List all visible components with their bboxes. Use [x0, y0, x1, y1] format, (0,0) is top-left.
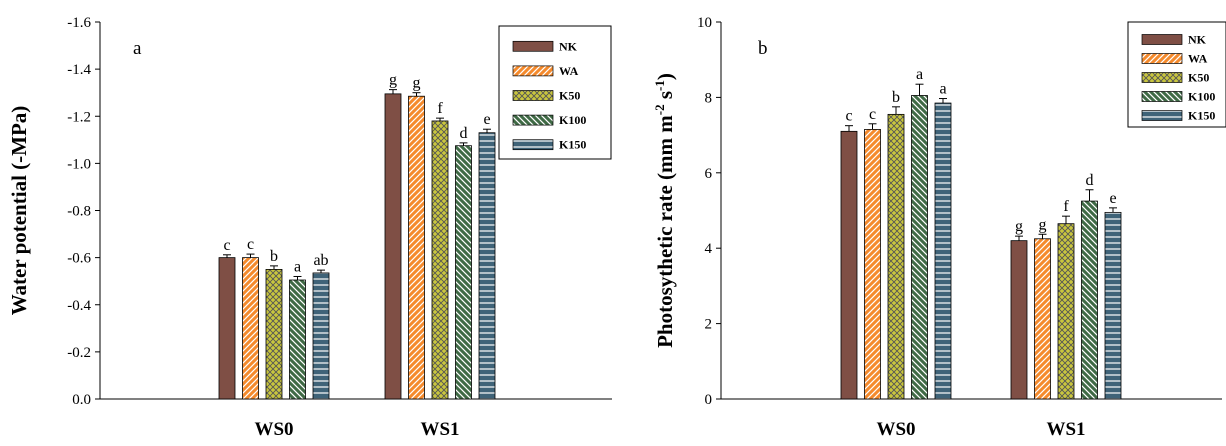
legend-swatch-K150 — [512, 139, 554, 151]
legend-swatch-NK — [1141, 34, 1183, 45]
significance-letter: b — [270, 248, 278, 265]
bar-NK-WS0 — [840, 130, 858, 400]
y-axis-label: Water potential (-MPa) — [7, 106, 31, 316]
panel-a: 0.0 -0.2 -0.4 -0.6 -0.8 -1.0 -1.2 -1.4 -1.6 Water… — [7, 15, 612, 440]
bar-WA-WS0 — [242, 257, 259, 400]
x-tick-label: WS1 — [420, 419, 459, 440]
bar-WA-WS0 — [864, 129, 881, 400]
significance-letter: e — [1109, 190, 1116, 207]
significance-letter: a — [294, 258, 301, 275]
legend: NK WA K50 K100 K150 — [498, 25, 612, 160]
legend: NK WA K50 K100 K150 — [1127, 21, 1226, 128]
significance-letter: c — [247, 236, 254, 253]
significance-letter: g — [413, 75, 421, 92]
bar-NK-WS0 — [218, 257, 236, 400]
significance-letter: g — [389, 72, 397, 89]
legend-label-WA: WA — [559, 64, 579, 78]
significance-letter: ab — [313, 252, 328, 269]
x-tick-label: WS0 — [876, 419, 915, 440]
legend-swatch-K150 — [1141, 110, 1183, 121]
legend-swatch-K50 — [1141, 72, 1183, 83]
significance-letter: g — [1039, 216, 1047, 233]
legend-label-K50: K50 — [1188, 71, 1209, 85]
legend-swatch-WA — [1141, 53, 1183, 64]
legend-swatch-WA — [512, 65, 554, 77]
legend-swatch-K50 — [512, 90, 554, 101]
legend-label-K50: K50 — [559, 89, 580, 103]
y-tick-label: -0.4 — [67, 298, 91, 314]
y-tick-label: 10 — [697, 15, 712, 31]
significance-letter: f — [1063, 198, 1069, 215]
y-tick-label: -1.0 — [67, 156, 91, 172]
bar-K50-WS0 — [887, 113, 905, 400]
y-tick-label: 0 — [705, 392, 713, 408]
y-axis-label: Photosythetic rate (mm m-2 s-1) — [652, 73, 677, 348]
y-tick-label: -1.4 — [67, 62, 91, 78]
significance-letter: e — [483, 111, 490, 128]
y-tick-label: -1.6 — [67, 15, 91, 31]
panel-label: b — [758, 38, 768, 59]
panel-label: a — [133, 38, 142, 59]
y-tick-label: 0.0 — [72, 392, 91, 408]
y-tick-label: -0.6 — [67, 251, 91, 267]
significance-letter: b — [892, 89, 900, 106]
legend-label-WA: WA — [1188, 52, 1208, 66]
y-tick-label: -0.8 — [67, 204, 91, 220]
bar-NK-WS1 — [1010, 240, 1028, 400]
bar-WA-WS1 — [1034, 238, 1051, 400]
significance-letter: a — [939, 81, 946, 98]
bar-K150-WS1 — [1104, 211, 1122, 400]
bar-NK-WS1 — [384, 93, 402, 400]
y-tick-label: -1.2 — [67, 109, 91, 125]
legend-label-K100: K100 — [1188, 90, 1215, 104]
legend-label-K150: K150 — [1188, 109, 1215, 123]
x-tick-label: WS1 — [1046, 419, 1085, 440]
bar-K100-WS0 — [289, 279, 306, 400]
legend-swatch-NK — [512, 40, 554, 52]
significance-letter: c — [223, 237, 230, 254]
bar-K100-WS1 — [1081, 200, 1098, 400]
bar-K150-WS0 — [312, 272, 330, 400]
significance-letter: c — [869, 106, 876, 123]
legend-label-K100: K100 — [559, 113, 586, 127]
legend-swatch-K100 — [512, 114, 554, 126]
bar-K150-WS1 — [478, 132, 496, 400]
bar-K100-WS1 — [455, 145, 472, 400]
significance-letter: d — [460, 125, 468, 142]
legend-label-NK: NK — [559, 39, 578, 53]
legend-label-NK: NK — [1188, 33, 1207, 47]
y-tick-label: 8 — [705, 90, 713, 106]
legend-swatch-K100 — [1141, 91, 1183, 102]
legend-label-K150: K150 — [559, 138, 586, 152]
significance-letter: f — [437, 100, 443, 117]
significance-letter: a — [916, 66, 923, 83]
y-tick-label: -0.2 — [67, 345, 91, 361]
bar-K50-WS0 — [265, 269, 283, 400]
bar-K100-WS0 — [911, 95, 928, 400]
significance-letter: g — [1015, 218, 1023, 235]
bar-K50-WS1 — [431, 120, 449, 400]
y-tick-label: 4 — [705, 241, 713, 257]
significance-letter: d — [1086, 172, 1094, 189]
bar-K50-WS1 — [1057, 223, 1075, 400]
significance-letter: c — [845, 108, 852, 125]
x-tick-label: WS0 — [254, 419, 293, 440]
bar-K150-WS0 — [934, 102, 952, 400]
y-tick-label: 2 — [705, 317, 713, 333]
y-tick-label: 6 — [705, 166, 713, 182]
bar-WA-WS1 — [408, 95, 425, 400]
